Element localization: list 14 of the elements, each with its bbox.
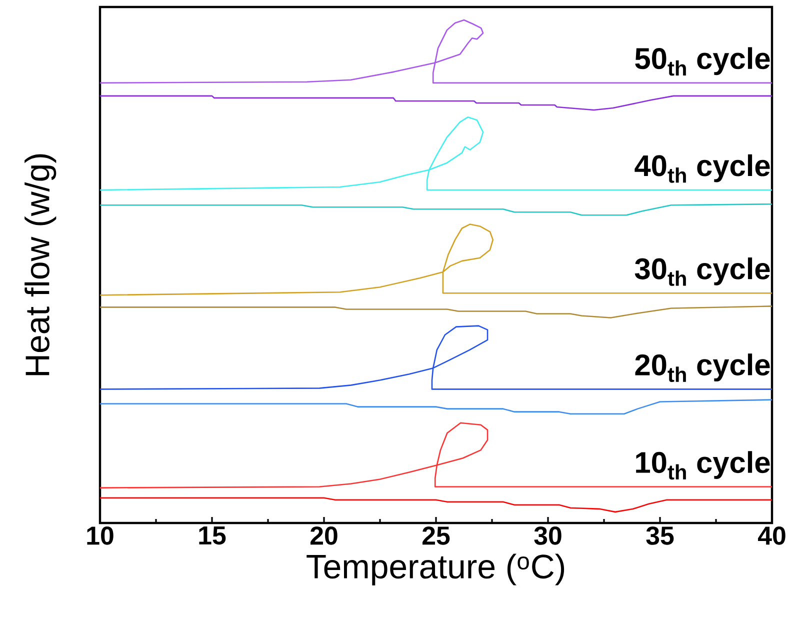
series-label: 20$_{th}$ cycle bbox=[635, 354, 770, 382]
x-tick-label: 25 bbox=[422, 526, 450, 545]
series-label: 30$_{th}$ cycle bbox=[634, 257, 770, 286]
y-axis-title: Heat flow (w/g) bbox=[24, 154, 56, 376]
series-label: 10$_{th}$ cycle bbox=[636, 451, 770, 480]
x-tick-label: 40 bbox=[758, 526, 786, 545]
series-label: 50$_{th}$ cycle bbox=[635, 47, 770, 76]
x-tick-label: 20 bbox=[310, 526, 338, 545]
x-tick-label: 10 bbox=[87, 526, 114, 545]
series-label: 40$_{th}$ cycle bbox=[634, 154, 770, 183]
x-tick-label: 30 bbox=[534, 526, 562, 545]
x-tick-label: 35 bbox=[646, 526, 674, 545]
x-axis-title: Temperature ($^{o}$C) bbox=[306, 554, 564, 586]
x-tick-label: 15 bbox=[199, 526, 226, 545]
